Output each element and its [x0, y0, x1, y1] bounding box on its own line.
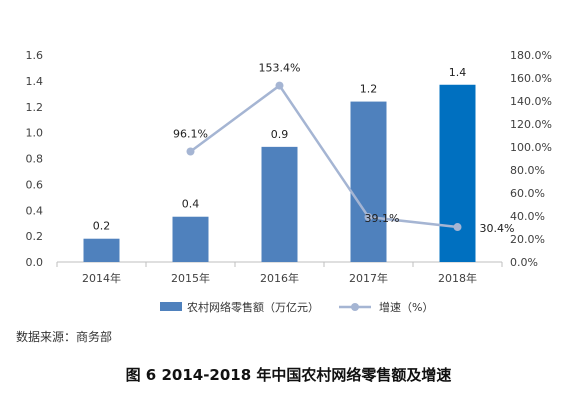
y-right-tick-label: 180.0% [510, 49, 552, 62]
y-left-tick-label: 0.4 [26, 204, 44, 217]
y-right-tick-label: 140.0% [510, 95, 552, 108]
y-right-tick-label: 100.0% [510, 141, 552, 154]
y-left-tick-label: 0.6 [26, 178, 44, 191]
legend-swatch-bar [160, 302, 182, 311]
growth-data-label: 30.4% [480, 222, 515, 235]
y-left-tick-label: 0.2 [26, 230, 44, 243]
y-left-tick-label: 1.6 [26, 49, 44, 62]
y-left-tick-label: 0.8 [26, 153, 44, 166]
bar-data-label: 1.2 [360, 83, 378, 96]
bar-data-label: 0.2 [93, 220, 111, 233]
y-right-tick-label: 160.0% [510, 72, 552, 85]
y-left-tick-label: 0.0 [26, 256, 44, 269]
bar-data-label: 0.4 [182, 198, 200, 211]
x-tick-label: 2015年 [171, 271, 210, 285]
source-note: 数据来源：商务部 [16, 330, 113, 344]
growth-line [189, 83, 458, 229]
growth-data-label: 96.1% [173, 127, 208, 140]
x-tick-label: 2017年 [349, 271, 388, 285]
bar-data-label: 0.9 [271, 128, 289, 141]
y-left-tick-label: 1.2 [26, 101, 44, 114]
bar [350, 101, 387, 262]
y-right-tick-label: 40.0% [510, 210, 545, 223]
legend-swatch-marker [351, 303, 359, 311]
legend-label-line: 增速（%） [379, 300, 433, 314]
legend-label-bar: 农村网络零售额（万亿元） [187, 300, 319, 314]
bar [261, 146, 298, 262]
x-tick-label: 2016年 [260, 271, 299, 285]
x-tick-label: 2014年 [82, 271, 121, 285]
legend: 农村网络零售额（万亿元） 增速（%） [160, 300, 433, 314]
y-left-tick-label: 1.4 [26, 75, 44, 88]
growth-point [364, 213, 373, 222]
growth-point [186, 147, 195, 156]
y-right-tick-label: 0.0% [510, 256, 538, 269]
bar [172, 216, 209, 262]
bar [83, 238, 120, 262]
growth-data-label: 153.4% [259, 62, 301, 75]
y-right-tick-label: 80.0% [510, 164, 545, 177]
x-tick-label: 2018年 [438, 271, 477, 285]
growth-point [453, 223, 462, 232]
combo-chart: 0.0 0.2 0.4 0.6 0.8 1.0 1.2 1.4 1.6 0.0% 20.0% 40.0… [26, 49, 552, 314]
bar-data-label: 1.4 [449, 66, 467, 79]
bar [439, 84, 476, 262]
y-right-tick-label: 120.0% [510, 118, 552, 131]
plot-area: 0.0 0.2 0.4 0.6 0.8 1.0 1.2 1.4 1.6 0.0% 20.0% 40.0… [26, 49, 552, 285]
y-right-tick-label: 60.0% [510, 187, 545, 200]
growth-data-label: 39.1% [365, 212, 400, 225]
y-left-tick-label: 1.0 [26, 127, 44, 140]
growth-point [275, 81, 284, 90]
figure-caption: 图 6 2014-2018 年中国农村网络零售额及增速 [125, 366, 452, 384]
y-right-tick-label: 20.0% [510, 233, 545, 246]
